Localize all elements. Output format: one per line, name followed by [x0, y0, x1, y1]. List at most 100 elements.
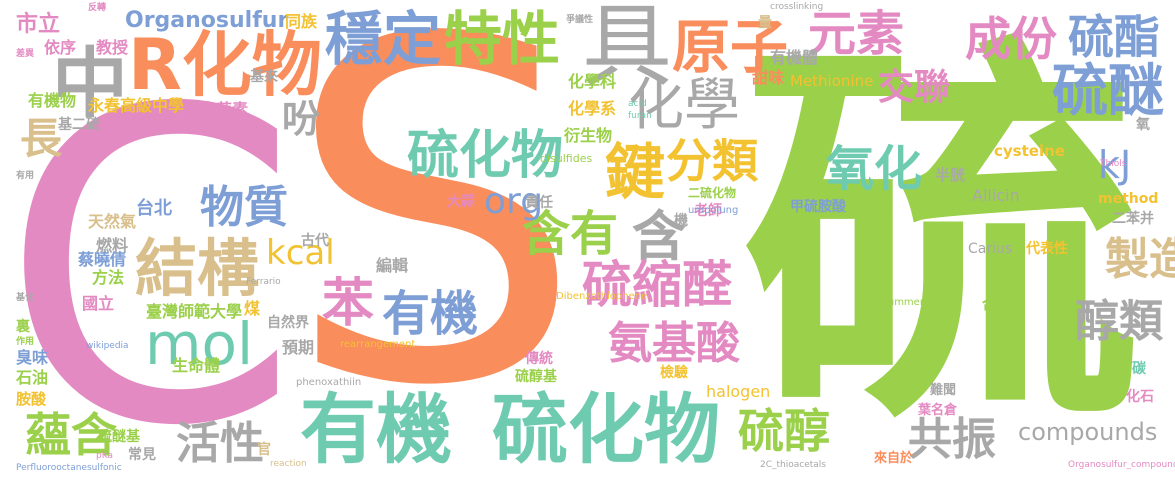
word-liuchun: 硫醇: [738, 404, 830, 458]
word-method: method: [1098, 191, 1159, 207]
word-anjisuan: 氨基酸: [608, 318, 740, 369]
word-jiegou: 結構: [135, 232, 260, 305]
word-kj: kJ: [1098, 143, 1132, 187]
word-cysteine: cysteine: [994, 142, 1065, 160]
word-changjian: 常見: [128, 447, 156, 463]
word-youjiti: 有機體: [770, 48, 819, 67]
word-liuhuawu-big: 硫化物: [492, 385, 720, 474]
word-liumi: 硫醚: [1052, 59, 1164, 124]
word-yang: 氧: [1136, 117, 1150, 133]
word-guoli: 國立: [82, 294, 115, 313]
word-thiols: Thiols: [1100, 159, 1127, 169]
word-jian: 鍵: [605, 138, 665, 208]
word-wending: 穩定: [325, 5, 442, 73]
word-banguang: 半胱: [935, 166, 966, 184]
word-chunlei: 醇類: [1075, 296, 1163, 347]
word-youjiwu: 有機物: [28, 91, 77, 110]
word-disulfides: disulfides: [540, 152, 593, 165]
word-gudai: 古代: [301, 233, 329, 249]
word-organosulfur: Organosulfur: [125, 8, 289, 33]
word-chang: 長: [20, 114, 63, 163]
word-caixiaoqian: 蔡曉倩: [78, 250, 127, 269]
word-wikipedia: wikipedia: [86, 341, 129, 351]
word-ansuan: 胺酸: [16, 390, 47, 408]
word-zhong: 中: [52, 39, 128, 128]
word-yuansu: 元素: [808, 6, 905, 62]
word-liuhuawu-mid: 硫化物: [407, 126, 564, 186]
word-org: org: [484, 181, 544, 222]
word-tianranqi: 天然氣: [88, 212, 137, 231]
word-ziranjie: 自然界: [267, 315, 309, 331]
word-yuqi: 預期: [282, 338, 315, 357]
word-wuzhi: 物質: [200, 182, 288, 233]
word-yuanzi: 原子: [672, 13, 789, 81]
word-compounds: compounds: [1018, 418, 1158, 446]
word-pka: pKa: [96, 451, 113, 461]
word-carius: Carius: [968, 241, 1013, 257]
word-shida: 臺灣師範大學: [146, 302, 243, 321]
word-liumiji: 硫醚基: [98, 429, 140, 445]
word-jianyan: 檢驗: [660, 365, 688, 381]
word-shili: 市立: [16, 12, 61, 37]
word-pummerer: Pummerer: [882, 297, 934, 308]
word-bianji: 編輯: [376, 256, 409, 275]
word-chayi: 差異: [16, 49, 35, 59]
word-furan: furan: [628, 111, 652, 121]
word-jialiuansuan: 甲硫胺酸: [790, 199, 846, 215]
word-han: 含: [632, 205, 686, 268]
word-huashi: 化石: [1126, 389, 1154, 405]
word-jiaolian: 交聯: [878, 67, 951, 108]
word-pfos: Perfluorooctanesulfonic: [16, 463, 122, 473]
word-dasuan: 大蒜: [447, 194, 475, 210]
word-tongzu: 同族: [285, 12, 318, 31]
word-crosslinking: crosslinking: [770, 2, 824, 12]
word-yongchun: 永春高級中學: [88, 96, 185, 115]
word-tan: 碳: [1132, 361, 1146, 377]
word-jiaoshou: 教授: [96, 38, 129, 57]
word-ju: 具: [582, 0, 672, 99]
word-rhuawu: R化物: [128, 24, 322, 106]
word-umpolung: umpolung: [688, 205, 739, 216]
word-thioacetals: 2C_thioacetals: [760, 460, 826, 470]
word-kcal: kcal: [266, 233, 335, 273]
word-laiziyu: 來自於: [874, 451, 914, 466]
word-liuchunji: 硫醇基: [515, 369, 557, 385]
word-zhengyixing: 爭議性: [566, 15, 594, 25]
word-laoshi: 老師: [694, 203, 722, 219]
word-liang: 量: [758, 15, 772, 31]
word-allicin: Allicin: [972, 186, 1020, 205]
word-huaxueke: 化學科: [568, 72, 617, 91]
word-huoxing: 活性: [176, 418, 264, 469]
word-zeren: 責任: [525, 195, 553, 211]
word-erbenbing: 二苯并: [1112, 211, 1154, 227]
word-tianwei: 甜味: [752, 68, 785, 87]
word-chengfen: 成份: [965, 12, 1057, 66]
word-yanshengwu: 衍生物: [564, 126, 613, 145]
word-hewu: 合物: [982, 297, 1010, 313]
word-mol: mol: [145, 310, 254, 378]
word-liuzhi: 硫酯: [1068, 10, 1160, 64]
word-chuantong: 傳統: [525, 351, 553, 367]
word-nanwen: 難聞: [930, 383, 957, 398]
word-yanghua: 氧化: [826, 141, 923, 197]
word-liusuoquan: 硫縮醛: [582, 256, 732, 314]
word-s: S: [285, 0, 584, 482]
word-gongzhen: 共振: [908, 414, 996, 465]
word-ferrario: Ferrario: [246, 277, 281, 287]
word-ranliao: 燃料: [96, 236, 129, 255]
word-youji-big: 有機: [300, 385, 452, 474]
word-fenlei: 分類: [666, 134, 758, 188]
word-jilai: 基來: [250, 69, 278, 85]
word-shiyou: 石油: [16, 368, 49, 387]
word-acid: acid: [628, 99, 647, 109]
word-fangfa: 方法: [92, 268, 125, 287]
word-halogen: halogen: [706, 382, 771, 401]
word-liu: 硫: [742, 7, 1142, 472]
word-dibenzo: Dibenzothiophene: [556, 291, 648, 302]
word-li: 裏: [16, 319, 30, 335]
word-youji-mid: 有機: [382, 286, 479, 342]
word-erliuhuawu: 二硫化物: [688, 186, 737, 200]
word-jihua: 基化: [16, 293, 35, 303]
word-phenoxathiin: phenoxathiin: [296, 377, 362, 388]
